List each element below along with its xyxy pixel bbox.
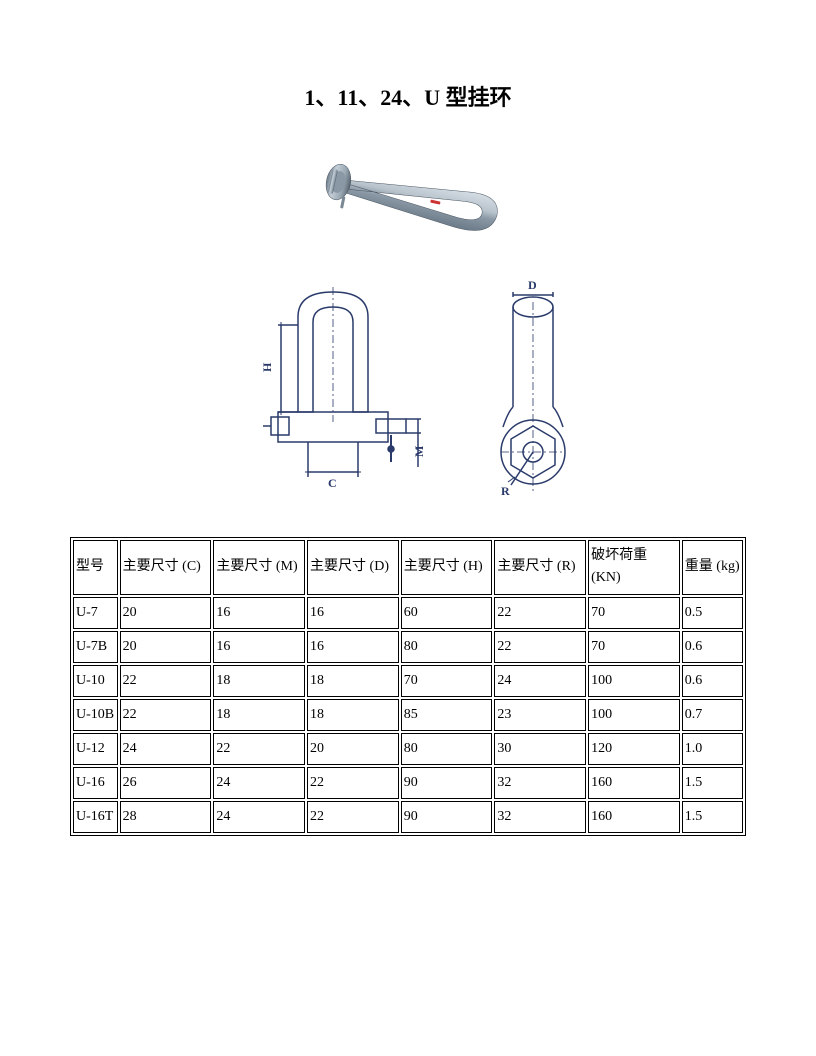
table-cell: 1.5 <box>682 801 743 833</box>
table-cell: 22 <box>307 801 399 833</box>
table-cell: 16 <box>213 597 305 629</box>
table-cell: 160 <box>588 767 680 799</box>
table-cell: 1.5 <box>682 767 743 799</box>
table-cell: 90 <box>401 801 493 833</box>
table-cell: U-7 <box>73 597 118 629</box>
header-model: 型号 <box>73 540 118 595</box>
technical-diagrams: H C M D R <box>70 277 746 507</box>
table-row: U-1224222080301201.0 <box>73 733 743 765</box>
table-cell: 100 <box>588 699 680 731</box>
header-dim-d: 主要尺寸 (D) <box>307 540 399 595</box>
product-photo <box>70 142 746 257</box>
table-row: U-1022181870241000.6 <box>73 665 743 697</box>
table-cell: 70 <box>588 597 680 629</box>
table-cell: U-16T <box>73 801 118 833</box>
table-cell: 24 <box>120 733 212 765</box>
table-cell: 18 <box>213 699 305 731</box>
table-cell: 22 <box>120 699 212 731</box>
table-cell: 16 <box>213 631 305 663</box>
table-cell: 18 <box>307 665 399 697</box>
table-cell: 0.6 <box>682 665 743 697</box>
table-cell: 120 <box>588 733 680 765</box>
table-cell: U-7B <box>73 631 118 663</box>
header-dim-r: 主要尺寸 (R) <box>494 540 586 595</box>
table-cell: 70 <box>401 665 493 697</box>
table-cell: U-10B <box>73 699 118 731</box>
table-row: U-7B2016168022700.6 <box>73 631 743 663</box>
table-cell: 23 <box>494 699 586 731</box>
header-weight: 重量 (kg) <box>682 540 743 595</box>
table-cell: U-10 <box>73 665 118 697</box>
svg-text:H: H <box>260 362 274 372</box>
header-load: 破坏荷重 (KN) <box>588 540 680 595</box>
table-cell: 18 <box>307 699 399 731</box>
svg-text:R: R <box>501 484 510 498</box>
table-cell: 24 <box>213 767 305 799</box>
table-row: U-1626242290321601.5 <box>73 767 743 799</box>
table-cell: 28 <box>120 801 212 833</box>
table-cell: 26 <box>120 767 212 799</box>
page-title: 1、11、24、U 型挂环 <box>70 80 746 112</box>
table-cell: 100 <box>588 665 680 697</box>
table-cell: 70 <box>588 631 680 663</box>
table-cell: 22 <box>213 733 305 765</box>
side-view-diagram: D R <box>473 277 593 507</box>
table-cell: 160 <box>588 801 680 833</box>
table-row: U-16T28242290321601.5 <box>73 801 743 833</box>
table-cell: 20 <box>120 597 212 629</box>
header-dim-h: 主要尺寸 (H) <box>401 540 493 595</box>
table-cell: 24 <box>494 665 586 697</box>
table-cell: 85 <box>401 699 493 731</box>
table-cell: 22 <box>307 767 399 799</box>
table-cell: 80 <box>401 631 493 663</box>
table-cell: 20 <box>307 733 399 765</box>
table-cell: U-12 <box>73 733 118 765</box>
table-cell: 22 <box>494 597 586 629</box>
table-cell: 32 <box>494 767 586 799</box>
spec-table: 型号 主要尺寸 (C) 主要尺寸 (M) 主要尺寸 (D) 主要尺寸 (H) 主… <box>70 537 746 836</box>
table-cell: 90 <box>401 767 493 799</box>
svg-text:M: M <box>412 446 426 457</box>
header-dim-c: 主要尺寸 (C) <box>120 540 212 595</box>
table-cell: U-16 <box>73 767 118 799</box>
table-cell: 30 <box>494 733 586 765</box>
table-cell: 0.7 <box>682 699 743 731</box>
table-cell: 18 <box>213 665 305 697</box>
table-row: U-10B22181885231000.7 <box>73 699 743 731</box>
svg-text:D: D <box>528 278 537 292</box>
table-cell: 0.6 <box>682 631 743 663</box>
table-row: U-72016166022700.5 <box>73 597 743 629</box>
table-header-row: 型号 主要尺寸 (C) 主要尺寸 (M) 主要尺寸 (D) 主要尺寸 (H) 主… <box>73 540 743 595</box>
table-cell: 16 <box>307 597 399 629</box>
table-cell: 1.0 <box>682 733 743 765</box>
svg-text:C: C <box>328 476 337 490</box>
table-cell: 32 <box>494 801 586 833</box>
header-dim-m: 主要尺寸 (M) <box>213 540 305 595</box>
table-cell: 16 <box>307 631 399 663</box>
table-cell: 24 <box>213 801 305 833</box>
table-cell: 80 <box>401 733 493 765</box>
table-cell: 60 <box>401 597 493 629</box>
table-cell: 22 <box>120 665 212 697</box>
table-cell: 22 <box>494 631 586 663</box>
table-cell: 20 <box>120 631 212 663</box>
front-view-diagram: H C M <box>223 277 443 507</box>
table-cell: 0.5 <box>682 597 743 629</box>
